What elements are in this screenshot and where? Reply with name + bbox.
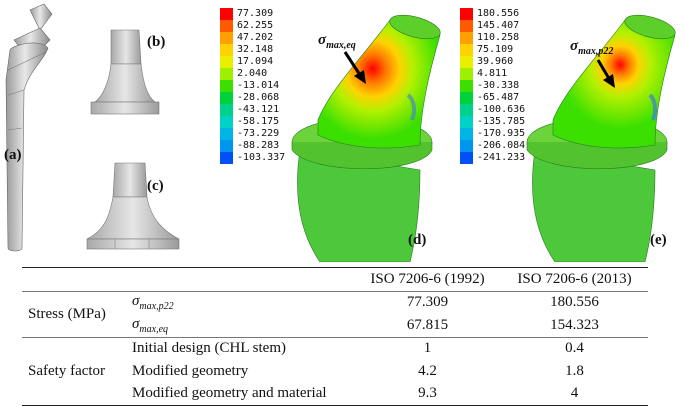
legend-d-swatch xyxy=(220,68,233,80)
legend-d-swatch xyxy=(220,44,233,56)
legend-d-value: -28.068 xyxy=(237,92,280,103)
table-row: Safety factor Initial design (CHL stem) … xyxy=(22,337,648,379)
legend-e-value: -135.785 xyxy=(477,116,526,127)
legend-e-swatch xyxy=(460,92,473,104)
legend-d-value: -103.337 xyxy=(237,152,286,163)
stress-contour-plot-e xyxy=(526,14,676,262)
legend-e-swatch xyxy=(460,56,473,68)
legend-e-swatch xyxy=(460,128,473,140)
hip-stem-model xyxy=(5,3,53,252)
panel-label-e: (e) xyxy=(650,232,667,248)
cell-value: 77.309 xyxy=(406,294,449,311)
legend-d-swatch xyxy=(220,20,233,32)
legend-d-value: -73.229 xyxy=(237,128,280,139)
legend-d-value: 17.094 xyxy=(237,56,274,67)
stress-contour-plot-d xyxy=(291,14,441,262)
table-header-row: ISO 7206-6 (1992) ISO 7206-6 (2013) xyxy=(22,267,648,292)
legend-e-swatch xyxy=(460,80,473,92)
column-header-2013: ISO 7206-6 (2013) xyxy=(517,270,632,287)
results-table: ISO 7206-6 (1992) ISO 7206-6 (2013) Stre… xyxy=(22,267,648,406)
legend-d-swatch xyxy=(220,140,233,152)
legend-e-swatch xyxy=(460,152,473,164)
stress-group-label: Stress (MPa) xyxy=(28,305,106,322)
legend-d-swatch xyxy=(220,104,233,116)
legend-e-swatch xyxy=(460,140,473,152)
cell-value: 9.3 xyxy=(418,385,437,402)
legend-e-swatch xyxy=(460,32,473,44)
panel-label-b: (b) xyxy=(147,34,166,50)
cell-value: 154.323 xyxy=(550,316,599,333)
legend-d-value: 77.309 xyxy=(237,8,274,19)
legend-d-value: -43.121 xyxy=(237,104,280,115)
cell-value: 0.4 xyxy=(565,340,584,357)
legend-d-value: 62.255 xyxy=(237,20,274,31)
safety-group-label: Safety factor xyxy=(28,362,106,379)
legend-e-swatch xyxy=(460,44,473,56)
table-row: Modified geometry 4.2 1.8 xyxy=(22,360,648,383)
cell-value: 1 xyxy=(423,340,432,357)
legend-e-value: 4.811 xyxy=(477,68,508,79)
cell-value: 67.815 xyxy=(406,316,449,333)
legend-d-value: 32.148 xyxy=(237,44,274,55)
legend-d-value: -13.014 xyxy=(237,80,280,91)
row-label-modified-geometry-material: Modified geometry and material xyxy=(132,385,327,402)
column-header-1992: ISO 7206-6 (1992) xyxy=(370,270,485,287)
neck-model-c xyxy=(86,162,180,250)
legend-d-swatch xyxy=(220,116,233,128)
table-row: σmax,eq 67.815 154.323 xyxy=(22,314,648,337)
legend-d-value: -88.283 xyxy=(237,140,280,151)
legend-e-value: 75.109 xyxy=(477,44,514,55)
legend-d-value: 2.040 xyxy=(237,68,268,79)
table-row: Stress (MPa) σmax,p22 77.309 180.556 xyxy=(22,291,648,322)
legend-e-value: 145.407 xyxy=(477,20,520,31)
color-legend-e: 180.556 145.407 110.258 75.109 39.960 4.811 -3… xyxy=(460,8,540,168)
cell-value: 180.556 xyxy=(550,294,599,311)
legend-e-swatch xyxy=(460,116,473,128)
row-label-sigma-max-p22: σmax,p22 xyxy=(132,293,174,313)
legend-e-value: -100.636 xyxy=(477,104,526,115)
legend-e-value: 39.960 xyxy=(477,56,514,67)
legend-d-value: 47.202 xyxy=(237,32,274,43)
legend-d-swatch xyxy=(220,80,233,92)
legend-e-value: 110.258 xyxy=(477,32,520,43)
cell-value: 1.8 xyxy=(565,362,584,379)
legend-d-swatch xyxy=(220,92,233,104)
neck-model-b xyxy=(90,29,160,115)
legend-e-swatch xyxy=(460,68,473,80)
sigma-max-eq-annotation: σmax,eq xyxy=(318,32,356,51)
legend-e-swatch xyxy=(460,8,473,20)
sigma-max-p22-annotation: σmax,p22 xyxy=(570,38,614,57)
panel-label-a: (a) xyxy=(4,147,22,163)
cell-value: 4.2 xyxy=(418,362,437,379)
legend-e-value: -241.233 xyxy=(477,152,526,163)
row-label-initial-design: Initial design (CHL stem) xyxy=(132,340,286,357)
row-label-modified-geometry: Modified geometry xyxy=(132,362,249,379)
panel-label-d: (d) xyxy=(408,232,427,248)
legend-d-swatch xyxy=(220,32,233,44)
cell-value: 4 xyxy=(570,385,579,402)
legend-e-value: -170.935 xyxy=(477,128,526,139)
legend-d-swatch xyxy=(220,128,233,140)
legend-e-value: -30.338 xyxy=(477,80,520,91)
legend-e-value: 180.556 xyxy=(477,8,520,19)
row-label-sigma-max-eq: σmax,eq xyxy=(132,315,169,335)
color-legend-d: 77.309 62.255 47.202 32.148 17.094 2.040 -13.0… xyxy=(220,8,300,168)
legend-e-value: -65.487 xyxy=(477,92,520,103)
legend-e-swatch xyxy=(460,104,473,116)
legend-e-swatch xyxy=(460,20,473,32)
legend-e-value: -206.084 xyxy=(477,140,526,151)
legend-d-swatch xyxy=(220,56,233,68)
legend-d-value: -58.175 xyxy=(237,116,280,127)
legend-d-swatch xyxy=(220,8,233,20)
legend-d-swatch xyxy=(220,152,233,164)
panel-label-c: (c) xyxy=(147,178,164,194)
